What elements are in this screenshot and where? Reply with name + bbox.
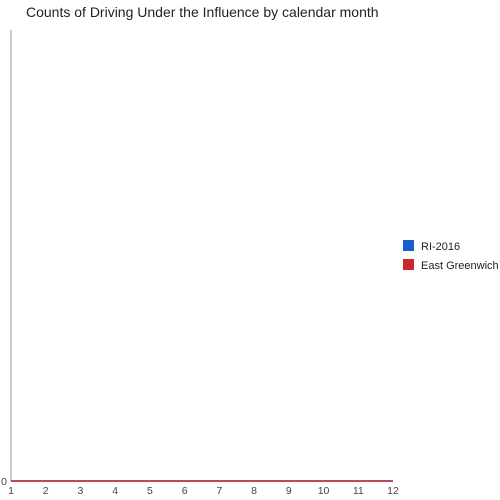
y-tick-label: 0 <box>1 476 7 488</box>
x-tick-label: 5 <box>147 485 153 497</box>
x-tick-label: 6 <box>182 485 188 497</box>
legend: RI-2016 East Greenwich <box>403 240 499 272</box>
x-tick-labels: 1 2 3 4 5 6 7 8 9 10 11 12 <box>8 485 399 497</box>
x-tick-label: 3 <box>78 485 84 497</box>
x-tick-label: 10 <box>318 485 330 497</box>
x-tick-label: 7 <box>216 485 222 497</box>
chart-title: Counts of Driving Under the Influence by… <box>26 4 379 20</box>
x-tick-label: 8 <box>251 485 257 497</box>
x-tick-label: 9 <box>286 485 292 497</box>
legend-label: RI-2016 <box>421 241 460 253</box>
x-tick-label: 4 <box>112 485 118 497</box>
x-tick-label: 12 <box>387 485 399 497</box>
legend-swatch <box>403 240 414 251</box>
x-tick-label: 2 <box>43 485 49 497</box>
x-tick-label: 1 <box>8 485 14 497</box>
x-tick-label: 11 <box>353 485 364 497</box>
legend-label: East Greenwich <box>421 260 499 272</box>
legend-swatch <box>403 259 414 270</box>
